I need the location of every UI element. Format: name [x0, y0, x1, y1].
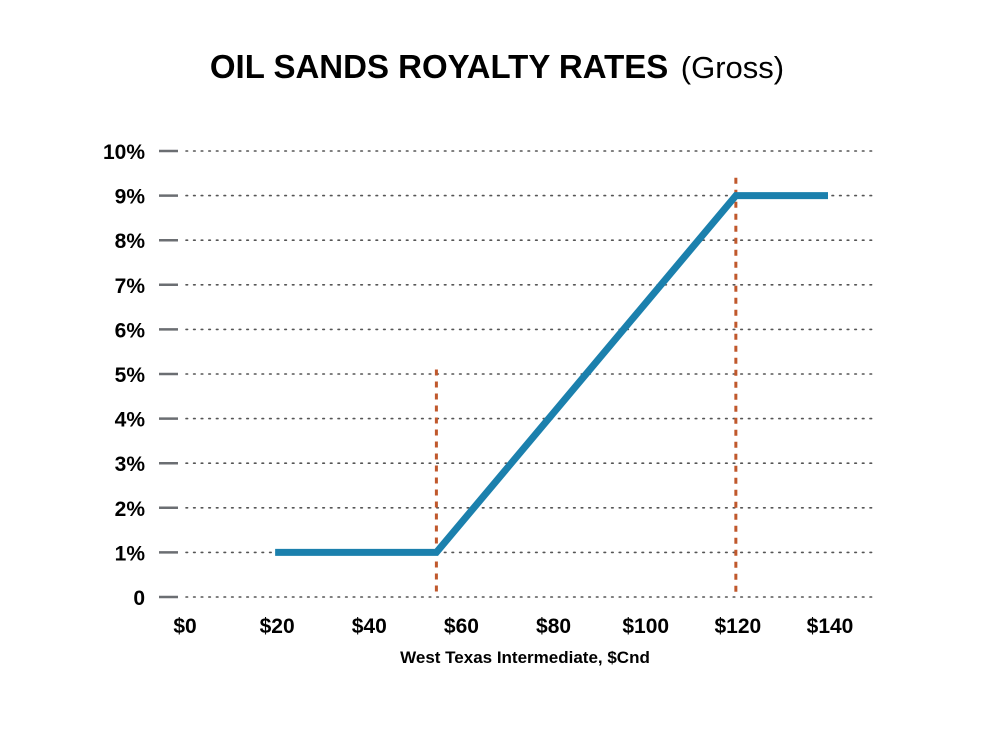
chart-title-main: OIL SANDS ROYALTY RATES	[210, 48, 668, 85]
y-tick-label: 2%	[115, 498, 146, 521]
y-tick-label: 6%	[115, 319, 146, 342]
y-tick-label: 1%	[115, 542, 146, 565]
x-tick-label: $20	[260, 615, 295, 638]
y-tick-label: 10%	[103, 141, 145, 164]
x-axis: $0 $20 $40 $60 $80 $100 $120 $140	[173, 615, 853, 638]
x-tick-label: $40	[352, 615, 387, 638]
x-tick-label: $0	[173, 615, 196, 638]
reference-lines	[434, 177, 738, 597]
series-line	[275, 192, 828, 556]
x-tick-label: $80	[536, 615, 571, 638]
y-tick-label: 0	[133, 587, 145, 610]
x-tick-label: $140	[807, 615, 854, 638]
y-tick-label: 8%	[115, 230, 146, 253]
grid-lines	[185, 150, 877, 598]
x-tick-label: $100	[622, 615, 669, 638]
x-tick-label: $60	[444, 615, 479, 638]
chart-title: OIL SANDS ROYALTY RATES (Gross)	[210, 48, 784, 85]
y-tick-label: 5%	[115, 364, 146, 387]
y-tick-label: 9%	[115, 186, 146, 209]
y-tick-label: 7%	[115, 275, 146, 298]
y-tick-label: 3%	[115, 453, 146, 476]
chart-subtitle: (Gross)	[681, 50, 784, 85]
x-tick-label: $120	[714, 615, 761, 638]
series-layer	[275, 192, 829, 556]
y-axis: 0 1% 2% 3% 4% 5% 6% 7% 8% 9% 10%	[103, 141, 178, 610]
y-tick-label: 4%	[115, 409, 146, 432]
x-axis-label: West Texas Intermediate, $Cnd	[400, 648, 650, 667]
